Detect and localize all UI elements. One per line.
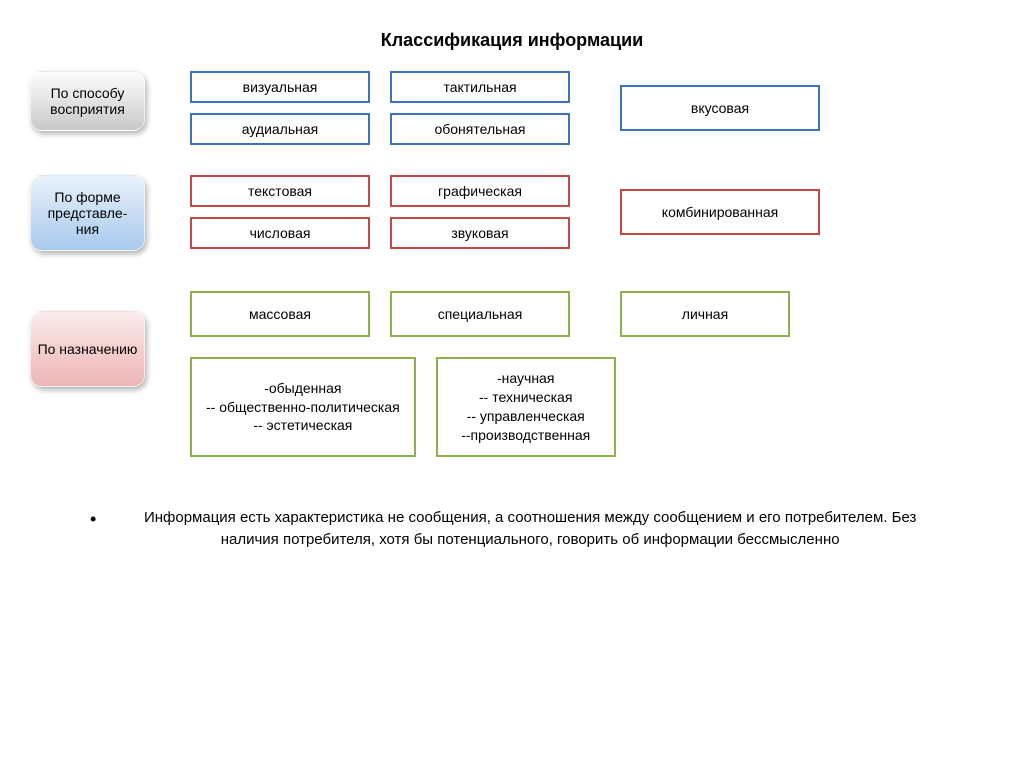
- row-purpose: По назначению массовая специальная лична…: [0, 291, 1024, 457]
- item-numeric: числовая: [190, 217, 370, 249]
- item-mass: массовая: [190, 291, 370, 337]
- row-form: По форме представле- ния текстовая число…: [0, 175, 1024, 251]
- category-purpose: По назначению: [30, 311, 145, 387]
- item-text: текстовая: [190, 175, 370, 207]
- item-visual: визуальная: [190, 71, 370, 103]
- detail-line: -- эстетическая: [253, 416, 352, 435]
- detail-line: --производственная: [461, 426, 590, 445]
- items-form: текстовая числовая графическая звуковая …: [190, 175, 820, 249]
- item-audio: аудиальная: [190, 113, 370, 145]
- category-form: По форме представле- ния: [30, 175, 145, 251]
- item-special-details: -научная -- техническая -- управленческа…: [436, 357, 616, 457]
- item-mass-details: -обыденная -- общественно-политическая -…: [190, 357, 416, 457]
- row-perception: По способу восприятия визуальная аудиаль…: [0, 71, 1024, 145]
- category-perception: По способу восприятия: [30, 71, 145, 131]
- item-tactile: тактильная: [390, 71, 570, 103]
- item-personal: личная: [620, 291, 790, 337]
- footnote-text: Информация есть характеристика не сообще…: [126, 507, 934, 551]
- items-perception: визуальная аудиальная тактильная обоняте…: [190, 71, 820, 145]
- item-combined: комбинированная: [620, 189, 820, 235]
- item-olfactory: обонятельная: [390, 113, 570, 145]
- item-sound: звуковая: [390, 217, 570, 249]
- item-taste: вкусовая: [620, 85, 820, 131]
- detail-line: -- техническая: [479, 388, 572, 407]
- detail-line: -обыденная: [264, 379, 341, 398]
- bullet-icon: •: [90, 509, 96, 530]
- item-special: специальная: [390, 291, 570, 337]
- page-title: Классификация информации: [0, 0, 1024, 71]
- detail-line: -научная: [497, 369, 554, 388]
- item-graphic: графическая: [390, 175, 570, 207]
- detail-line: -- управленческая: [467, 407, 585, 426]
- items-purpose: массовая специальная личная -обыденная -…: [190, 291, 790, 457]
- detail-line: -- общественно-политическая: [206, 398, 400, 417]
- footnote-row: • Информация есть характеристика не сооб…: [0, 507, 1024, 551]
